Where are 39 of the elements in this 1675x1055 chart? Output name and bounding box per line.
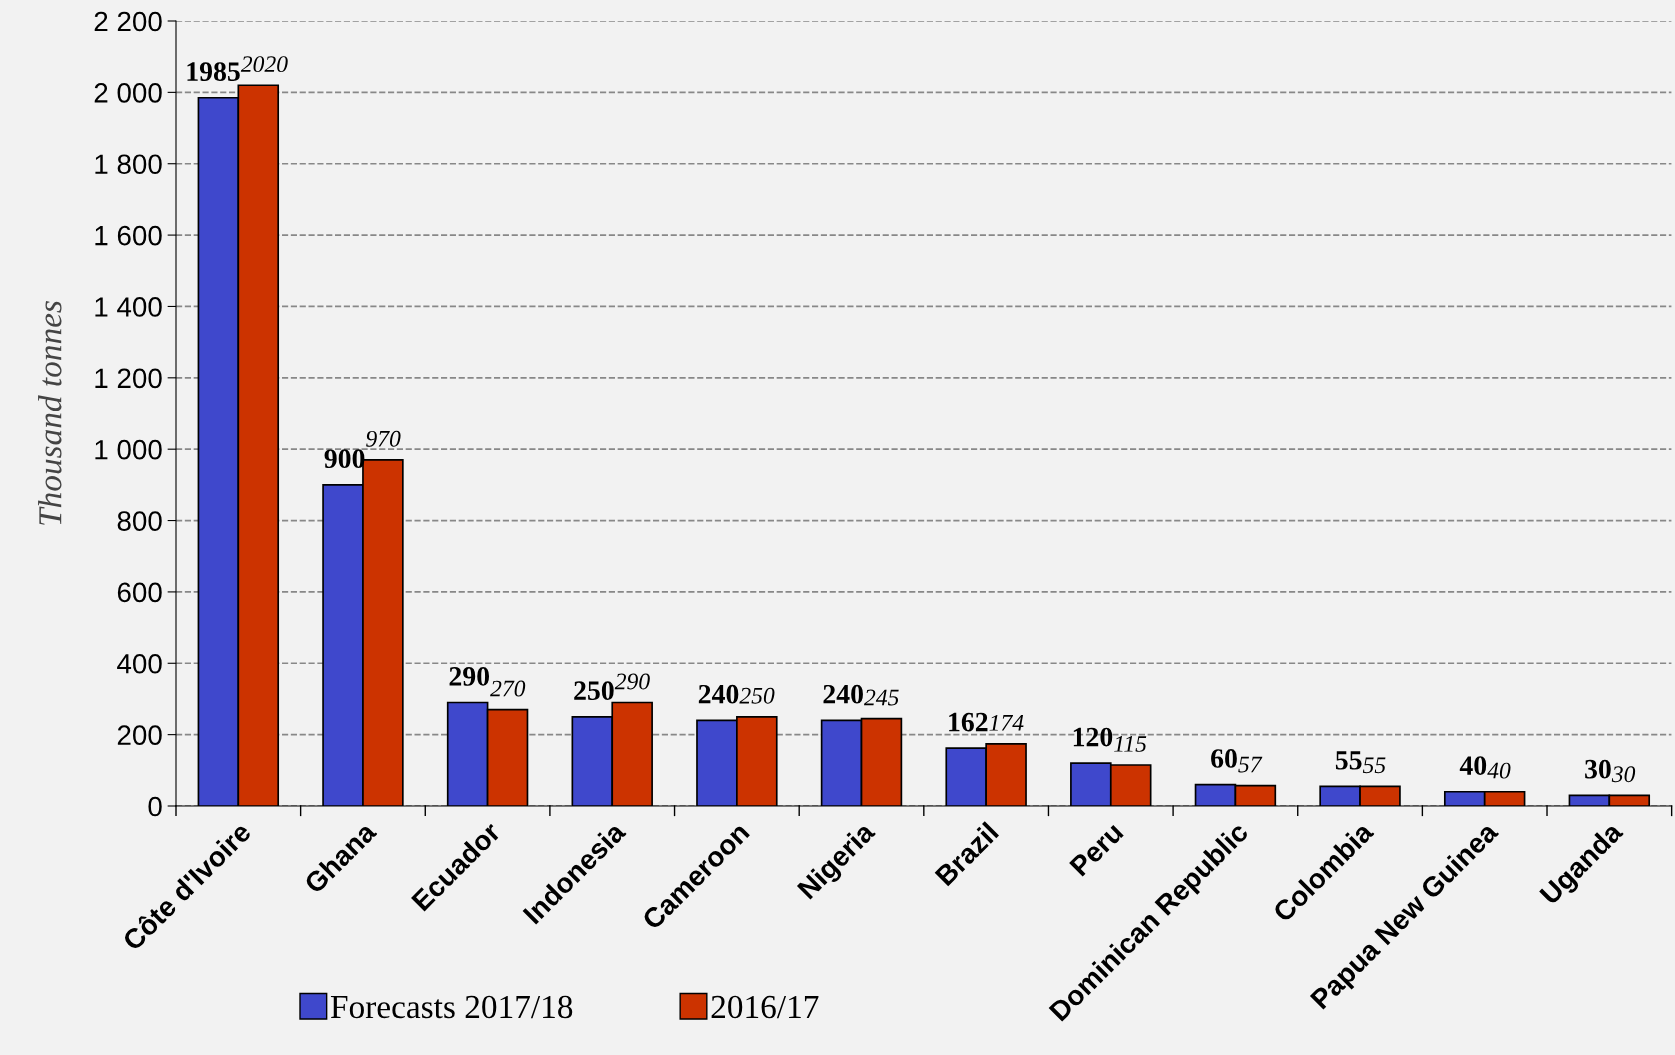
data-label: 290 — [614, 673, 650, 690]
data-label: 120 — [1073, 727, 1113, 747]
data-label: 270 — [490, 680, 526, 697]
data-label: 30 — [1611, 766, 1636, 783]
data-label: 240 — [698, 684, 739, 704]
data-label: 970 — [366, 430, 401, 447]
y-tick-label: 1 000 — [95, 439, 162, 460]
y-tick-label: 1 800 — [95, 154, 162, 175]
data-label: 290 — [449, 667, 490, 686]
data-label: 245 — [864, 689, 899, 706]
y-tick-label: 800 — [117, 511, 162, 531]
data-label: 57 — [1238, 756, 1263, 773]
data-label: 60 — [1211, 749, 1237, 768]
y-tick-label: 1 600 — [95, 225, 162, 246]
data-label: 2020 — [240, 56, 288, 73]
data-label: 162 — [949, 712, 988, 732]
data-label: 55 — [1335, 751, 1362, 770]
y-tick-label: 400 — [117, 653, 162, 674]
data-label: 240 — [823, 684, 863, 704]
data-label: 250 — [574, 681, 614, 701]
y-tick-label: 1 400 — [95, 297, 162, 317]
y-tick-label: 1 200 — [95, 368, 162, 389]
legend-label: 2016/17 — [711, 995, 819, 1019]
data-label: 900 — [324, 449, 365, 469]
y-tick-label: 200 — [117, 725, 162, 745]
data-label: 40 — [1459, 756, 1487, 775]
y-tick-label: 0 — [148, 796, 162, 817]
y-tick-label: 2 200 — [94, 11, 162, 32]
legend-label: Forecasts 2017/18 — [330, 995, 573, 1019]
y-tick-label: 2 000 — [94, 83, 162, 103]
data-label: 250 — [739, 687, 775, 704]
y-tick-label: 600 — [117, 582, 162, 603]
data-label: 115 — [1114, 736, 1147, 752]
data-label: 55 — [1362, 757, 1386, 774]
data-label: 40 — [1487, 762, 1511, 779]
data-label: 1985 — [187, 62, 240, 81]
data-label: 174 — [989, 714, 1024, 731]
y-axis-title: Thousand tonnes — [38, 301, 62, 525]
data-label: 30 — [1585, 759, 1611, 779]
